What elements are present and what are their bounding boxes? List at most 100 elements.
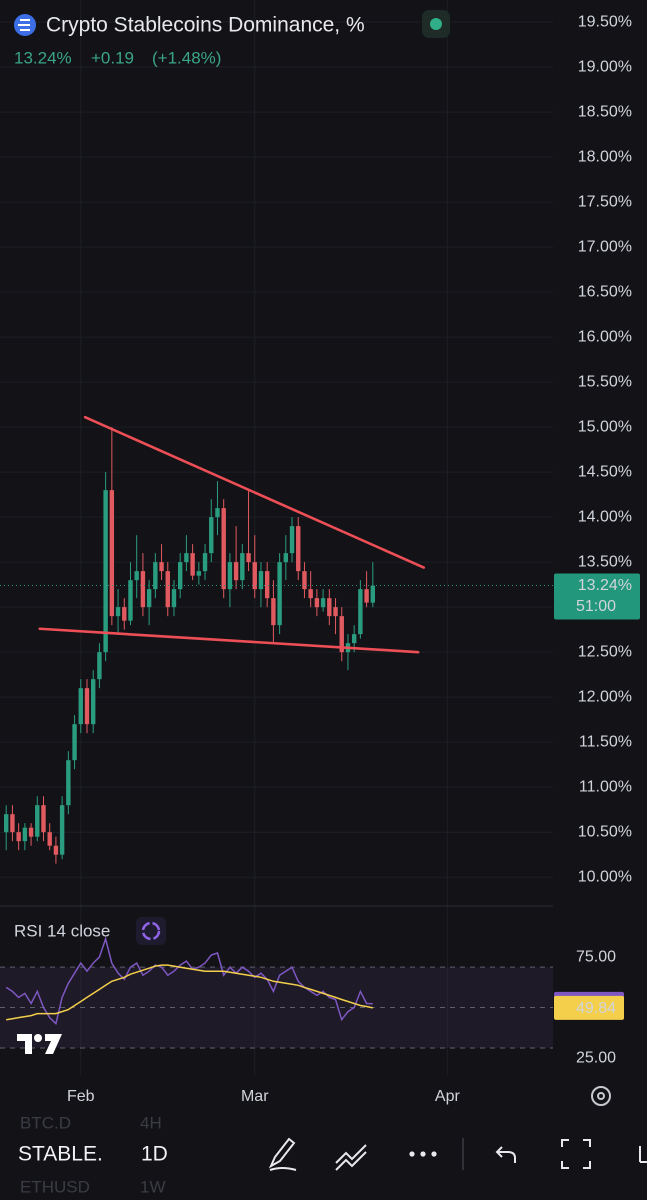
candle-body bbox=[227, 562, 233, 590]
indicator-title[interactable]: RSI 14 close bbox=[14, 921, 110, 940]
indicator-icon bbox=[141, 921, 161, 941]
candle-body bbox=[215, 508, 220, 518]
indicator-header: RSI 14 close bbox=[14, 917, 166, 945]
candle-body bbox=[333, 607, 338, 617]
y-tick-label: 10.00% bbox=[578, 868, 632, 885]
candle-body bbox=[66, 760, 71, 806]
candle-body bbox=[264, 571, 270, 599]
candle-body bbox=[97, 652, 102, 680]
indicators-icon bbox=[335, 1144, 367, 1171]
candle-body bbox=[364, 589, 369, 603]
candle-body bbox=[41, 805, 46, 833]
candle-body bbox=[177, 562, 183, 590]
toolbar: BTC.D 4H ETHUSD 1W STABLE. 1D bbox=[0, 1113, 647, 1200]
candle-body bbox=[22, 827, 28, 842]
candle-body bbox=[78, 688, 83, 725]
symbol-button[interactable]: STABLE. bbox=[18, 1143, 103, 1166]
y-tick-label: 11.50% bbox=[579, 733, 632, 750]
candle-body bbox=[134, 571, 139, 581]
candle-body bbox=[246, 553, 251, 563]
candle-body bbox=[16, 832, 21, 842]
last-price-label: 13.24% bbox=[578, 577, 632, 594]
candle-body bbox=[53, 845, 59, 855]
pen-icon bbox=[268, 1137, 297, 1171]
candle-body bbox=[159, 562, 164, 572]
indicators-button[interactable] bbox=[335, 1144, 367, 1171]
interval-button[interactable]: 1D bbox=[141, 1143, 168, 1166]
candle-body bbox=[233, 562, 239, 581]
more-button[interactable] bbox=[409, 1151, 437, 1157]
ghost-interval: 1W bbox=[140, 1177, 166, 1196]
candle-body bbox=[339, 616, 344, 653]
candle-body bbox=[128, 580, 133, 621]
ghost-symbol: BTC.D bbox=[20, 1113, 71, 1132]
price-change-percent: (+1.48%) bbox=[152, 48, 221, 67]
undo-button[interactable] bbox=[495, 1146, 516, 1163]
tv-logo-part bbox=[34, 1034, 42, 1042]
y-tick-label: 75.00 bbox=[576, 948, 616, 965]
candle-body bbox=[47, 832, 52, 846]
dot bbox=[431, 1151, 437, 1157]
y-tick-label: 18.50% bbox=[578, 103, 632, 120]
symbol-logo-glyph bbox=[18, 19, 30, 31]
chart-title: Crypto Stablecoins Dominance, % bbox=[46, 14, 365, 37]
y-tick-label: 16.50% bbox=[578, 283, 632, 300]
candle-body bbox=[35, 805, 40, 837]
draw-tool-button[interactable] bbox=[268, 1137, 297, 1171]
x-tick-label: Mar bbox=[241, 1088, 269, 1105]
last-price: 13.24% bbox=[14, 48, 72, 67]
x-tick-label: Apr bbox=[435, 1088, 461, 1105]
y-tick-label: 10.50% bbox=[578, 823, 632, 840]
candle-body bbox=[370, 585, 376, 603]
y-tick-label: 17.00% bbox=[578, 238, 632, 255]
y-tick-label: 18.00% bbox=[578, 148, 632, 165]
candle-body bbox=[190, 553, 195, 576]
fullscreen-icon bbox=[561, 1139, 591, 1169]
rsi-line bbox=[6, 964, 373, 1021]
trendline bbox=[38, 627, 420, 654]
y-tick-label: 25.00 bbox=[576, 1049, 616, 1066]
candle-body bbox=[320, 598, 326, 608]
undo-icon bbox=[495, 1146, 516, 1163]
trendline bbox=[83, 415, 426, 569]
price-change: +0.19 bbox=[91, 48, 134, 67]
rsi-value-label: 49.84 bbox=[576, 1000, 616, 1017]
y-tick-label: 16.00% bbox=[578, 328, 632, 345]
y-tick-label: 11.00% bbox=[579, 778, 632, 795]
tv-logo-part bbox=[17, 1034, 32, 1054]
y-tick-label: 15.50% bbox=[578, 373, 632, 390]
candle-body bbox=[28, 827, 34, 837]
candle-body bbox=[115, 607, 121, 617]
rsi-line bbox=[5, 936, 373, 1026]
candle-body bbox=[358, 589, 363, 635]
gear-ring bbox=[591, 1086, 611, 1106]
y-tick-label: 19.50% bbox=[578, 13, 632, 30]
candle-body bbox=[202, 553, 208, 572]
candle-body bbox=[351, 634, 357, 644]
settings-button[interactable] bbox=[591, 1086, 611, 1106]
market-status-dot bbox=[430, 18, 442, 30]
y-tick-label: 15.00% bbox=[578, 418, 632, 435]
plot-layer bbox=[0, 415, 553, 1026]
fullscreen-button[interactable] bbox=[561, 1139, 591, 1169]
y-tick-label: 14.50% bbox=[578, 463, 632, 480]
last-price-badge bbox=[554, 573, 640, 620]
y-tick-label: 12.50% bbox=[578, 643, 632, 660]
ghost-symbol: ETHUSD bbox=[20, 1177, 90, 1196]
candle-body bbox=[146, 589, 152, 608]
candle-body bbox=[277, 562, 282, 626]
candle-body bbox=[314, 598, 320, 608]
indicator-button[interactable] bbox=[136, 917, 166, 945]
partial-icon[interactable] bbox=[639, 1146, 647, 1163]
candle-body bbox=[258, 571, 264, 590]
candle-body bbox=[171, 589, 177, 608]
candle-body bbox=[4, 814, 9, 833]
tv-logo-part bbox=[45, 1034, 62, 1054]
y-tick-label: 19.00% bbox=[578, 58, 632, 75]
candle-body bbox=[140, 571, 146, 608]
candle-body bbox=[283, 553, 289, 563]
toolbar-bg bbox=[0, 1115, 647, 1200]
candle-body bbox=[153, 562, 158, 590]
candle-body bbox=[184, 553, 189, 563]
